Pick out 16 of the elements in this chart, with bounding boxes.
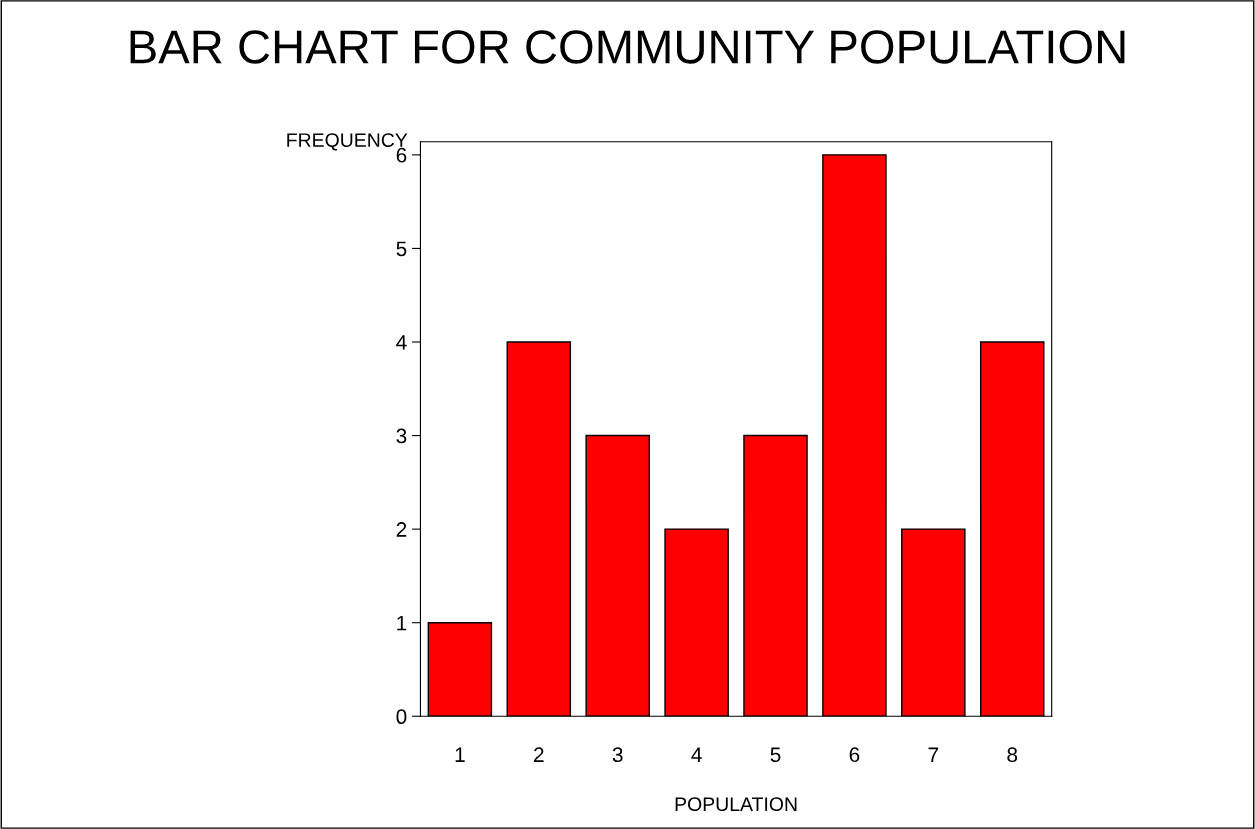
x-tick-label: 6: [849, 747, 860, 763]
y-tick-label: 5: [396, 241, 407, 257]
y-tick-label: 0: [396, 709, 407, 725]
chart-title: BAR CHART FOR COMMUNITY POPULATION: [130, 30, 1125, 64]
x-tick-label: 3: [612, 747, 623, 763]
y-tick-label: 1: [397, 615, 407, 631]
x-tick-label: 7: [928, 747, 939, 762]
y-tick-label: 4: [396, 335, 407, 350]
x-tick-label: 8: [1007, 747, 1018, 763]
x-tick-label: 2: [534, 747, 544, 762]
x-tick-label: 4: [691, 747, 702, 762]
y-tick-label: 3: [396, 428, 407, 444]
y-tick-label: 2: [396, 522, 407, 537]
x-tick-label: 5: [770, 747, 781, 763]
x-tick-label: 1: [455, 747, 465, 762]
x-axis-title: POPULATION: [675, 797, 797, 812]
